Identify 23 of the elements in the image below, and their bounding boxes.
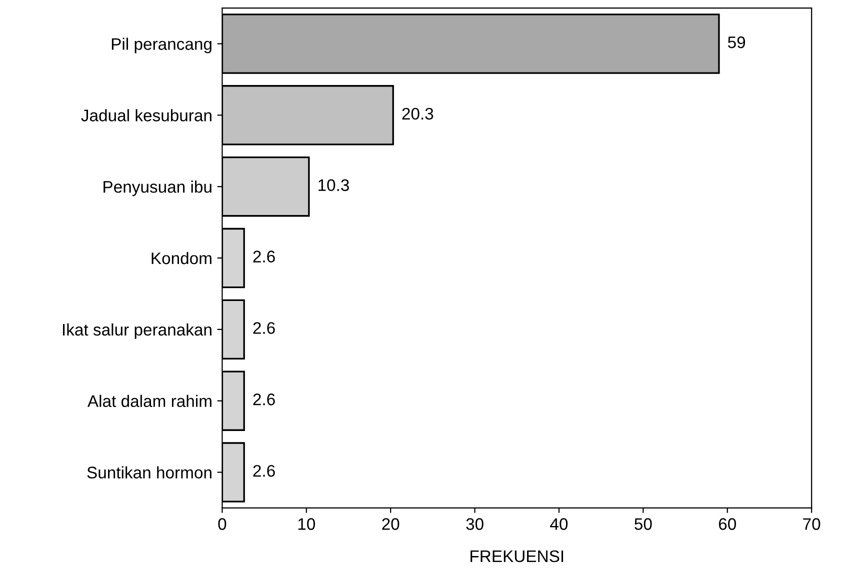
x-tick-label: 30 [466, 518, 484, 530]
x-tick-label: 20 [382, 518, 400, 530]
data-label: 20.3 [402, 108, 434, 120]
y-tick-label: Ikat salur peranakan [63, 323, 212, 339]
x-axis-title: FREKUENSI [470, 550, 564, 562]
x-tick-label: 10 [298, 518, 316, 530]
y-tick-label: Pil perancang [112, 38, 212, 54]
x-tick-label: 40 [550, 518, 568, 530]
data-label: 2.6 [253, 394, 275, 406]
y-tick-label: Penyusuan ibu [104, 180, 212, 196]
data-label: 59 [728, 36, 746, 48]
y-tick-label: Jadual kesuburan [81, 109, 212, 122]
data-label: 2.6 [253, 250, 275, 262]
data-label: 10.3 [318, 179, 349, 192]
x-tick-label: 60 [718, 518, 736, 530]
x-tick-label: 50 [634, 518, 652, 530]
y-tick-label: Suntikan hormon [87, 466, 212, 478]
data-label: 2.6 [253, 322, 275, 334]
y-tick-label: Alat dalam rahim [87, 394, 212, 408]
y-tick-label: Kondom [152, 252, 212, 264]
data-label: 2.6 [253, 464, 275, 477]
x-tick-label: 70 [803, 518, 820, 530]
x-tick-label: 0 [218, 518, 226, 530]
